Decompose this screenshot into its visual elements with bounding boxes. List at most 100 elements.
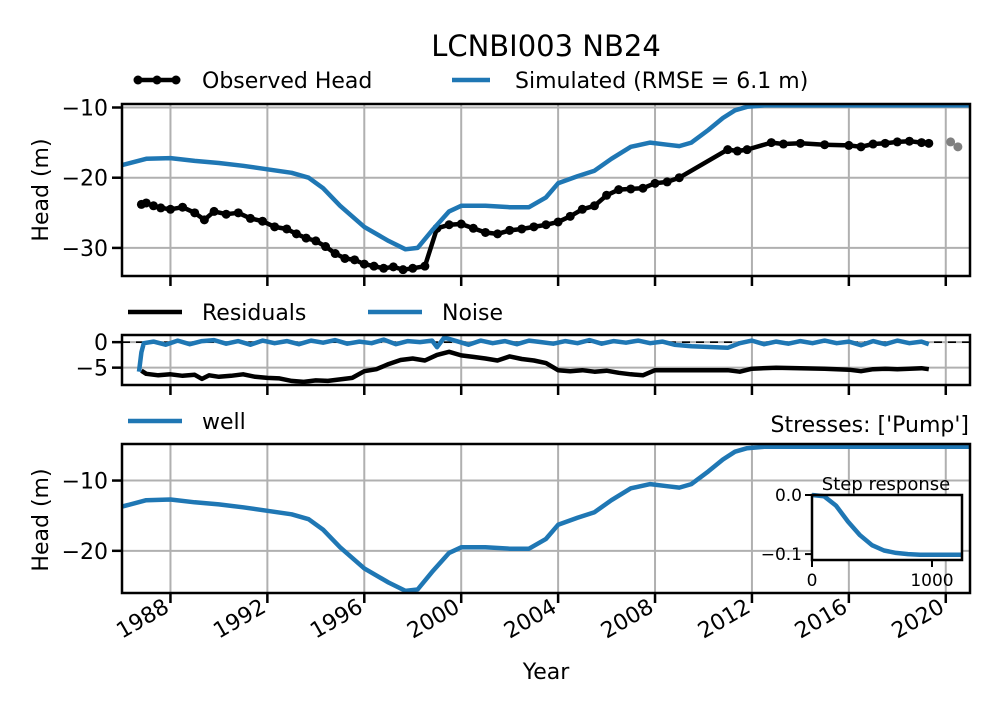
observed-point <box>388 262 398 272</box>
residuals-panel: −50 <box>76 331 972 395</box>
legend-observed-marker <box>133 75 143 85</box>
observed-point <box>517 224 527 234</box>
observed-point <box>379 263 389 273</box>
observed-point <box>301 233 311 243</box>
observed-point <box>270 222 280 232</box>
observed-point <box>141 198 151 208</box>
observed-point <box>614 185 624 195</box>
legend-observed-marker <box>152 75 162 85</box>
observed-point <box>480 227 490 237</box>
residuals-line <box>140 349 930 385</box>
plot-area <box>122 444 970 593</box>
x-tick-label: 2008 <box>597 595 658 645</box>
observed-point <box>529 222 539 232</box>
y-tick-label: −20 <box>62 540 108 565</box>
axes-frame <box>120 102 972 278</box>
observed-point <box>420 261 430 271</box>
observed-point <box>359 259 369 269</box>
legend-well-label: well <box>202 410 246 435</box>
observed-point <box>892 137 902 147</box>
observed-point <box>626 184 636 194</box>
x-tick-label: 2000 <box>403 595 464 645</box>
observed-point <box>778 139 788 149</box>
observed-point <box>880 138 890 148</box>
observed-point <box>577 204 587 214</box>
inset-x-tick-label: 1000 <box>910 571 953 591</box>
x-tick-labels: 1988 1992 1996 2000 2004 2008 2012 2016 2020 <box>112 595 948 645</box>
observed-point <box>868 139 878 149</box>
step-response-line <box>811 492 962 557</box>
y-axis-label-bottom: Head (m) <box>29 468 54 571</box>
observed-point <box>209 206 219 216</box>
y-tick-label: −5 <box>76 357 108 382</box>
chart-title: LCNBI003 NB24 <box>431 29 661 63</box>
legend-bottom: well Stresses: ['Pump'] <box>128 410 969 438</box>
legend-noise-label: Noise <box>442 301 503 326</box>
x-tick-label: 1988 <box>112 595 173 645</box>
well-line <box>122 444 970 593</box>
observed-point <box>565 211 575 221</box>
plot-area <box>122 104 970 275</box>
stresses-annotation: Stresses: ['Pump'] <box>771 413 970 438</box>
y-axis-label-top: Head (m) <box>29 138 54 241</box>
observed-point <box>178 202 188 212</box>
observed-point <box>493 229 503 239</box>
inset-title: Step response <box>822 474 950 495</box>
observed-point <box>820 140 830 150</box>
observed-point <box>444 220 454 230</box>
observed-point <box>468 223 478 233</box>
observed-point <box>638 183 648 193</box>
x-tick-label: 2016 <box>791 595 852 645</box>
x-tick-label: 1996 <box>306 595 367 645</box>
observed-point <box>291 229 301 239</box>
inset-y-tick-label: −0.1 <box>761 545 802 565</box>
observed-point <box>844 140 854 150</box>
observed-point <box>742 145 752 155</box>
observed-point <box>766 138 776 148</box>
x-tick-label: 2020 <box>888 595 949 645</box>
observed-point <box>904 136 914 146</box>
x-axis-label: Year <box>522 660 571 685</box>
legend-simulated-label: Simulated (RMSE = 6.1 m) <box>515 69 808 94</box>
observed-point <box>456 219 466 229</box>
legend-residuals-label: Residuals <box>202 301 306 326</box>
y-tick-label: −20 <box>62 167 108 192</box>
simulated-rmse-m-line <box>122 104 970 252</box>
observed-point <box>156 203 166 213</box>
y-tick-label: −10 <box>62 97 108 122</box>
observed-point <box>148 201 158 211</box>
axes-frame <box>120 333 972 387</box>
observed-point <box>650 178 660 188</box>
inset-y-tick-label: 0.0 <box>775 486 802 506</box>
observed-point <box>190 208 200 218</box>
excluded-point <box>946 137 956 147</box>
observed-point <box>258 216 268 226</box>
legend-observed-label: Observed Head <box>202 69 372 94</box>
observed-point <box>199 215 209 225</box>
x-tick-label: 2012 <box>694 595 755 645</box>
plot-area <box>136 335 930 385</box>
observed-point <box>311 236 321 246</box>
legend-middle: Residuals Noise <box>128 301 503 326</box>
observed-point <box>398 265 408 275</box>
axes-frame <box>120 442 972 595</box>
excluded-point <box>953 142 963 152</box>
observed-point <box>165 204 175 214</box>
observed-point <box>408 263 418 273</box>
observed-point <box>856 142 866 152</box>
observed-point <box>369 261 379 271</box>
observed-point <box>553 217 563 227</box>
observed-point <box>602 190 612 200</box>
observed-point <box>723 145 733 155</box>
observed-point <box>674 173 684 183</box>
observed-point <box>795 138 805 148</box>
x-tick-label: 1992 <box>209 595 270 645</box>
observed-point <box>541 220 551 230</box>
observed-point <box>321 242 331 252</box>
observed-point <box>245 213 255 223</box>
x-tick-label: 2004 <box>500 595 561 645</box>
y-tick-label: −30 <box>62 237 108 262</box>
observed-point <box>350 255 360 265</box>
observed-point <box>330 249 340 259</box>
